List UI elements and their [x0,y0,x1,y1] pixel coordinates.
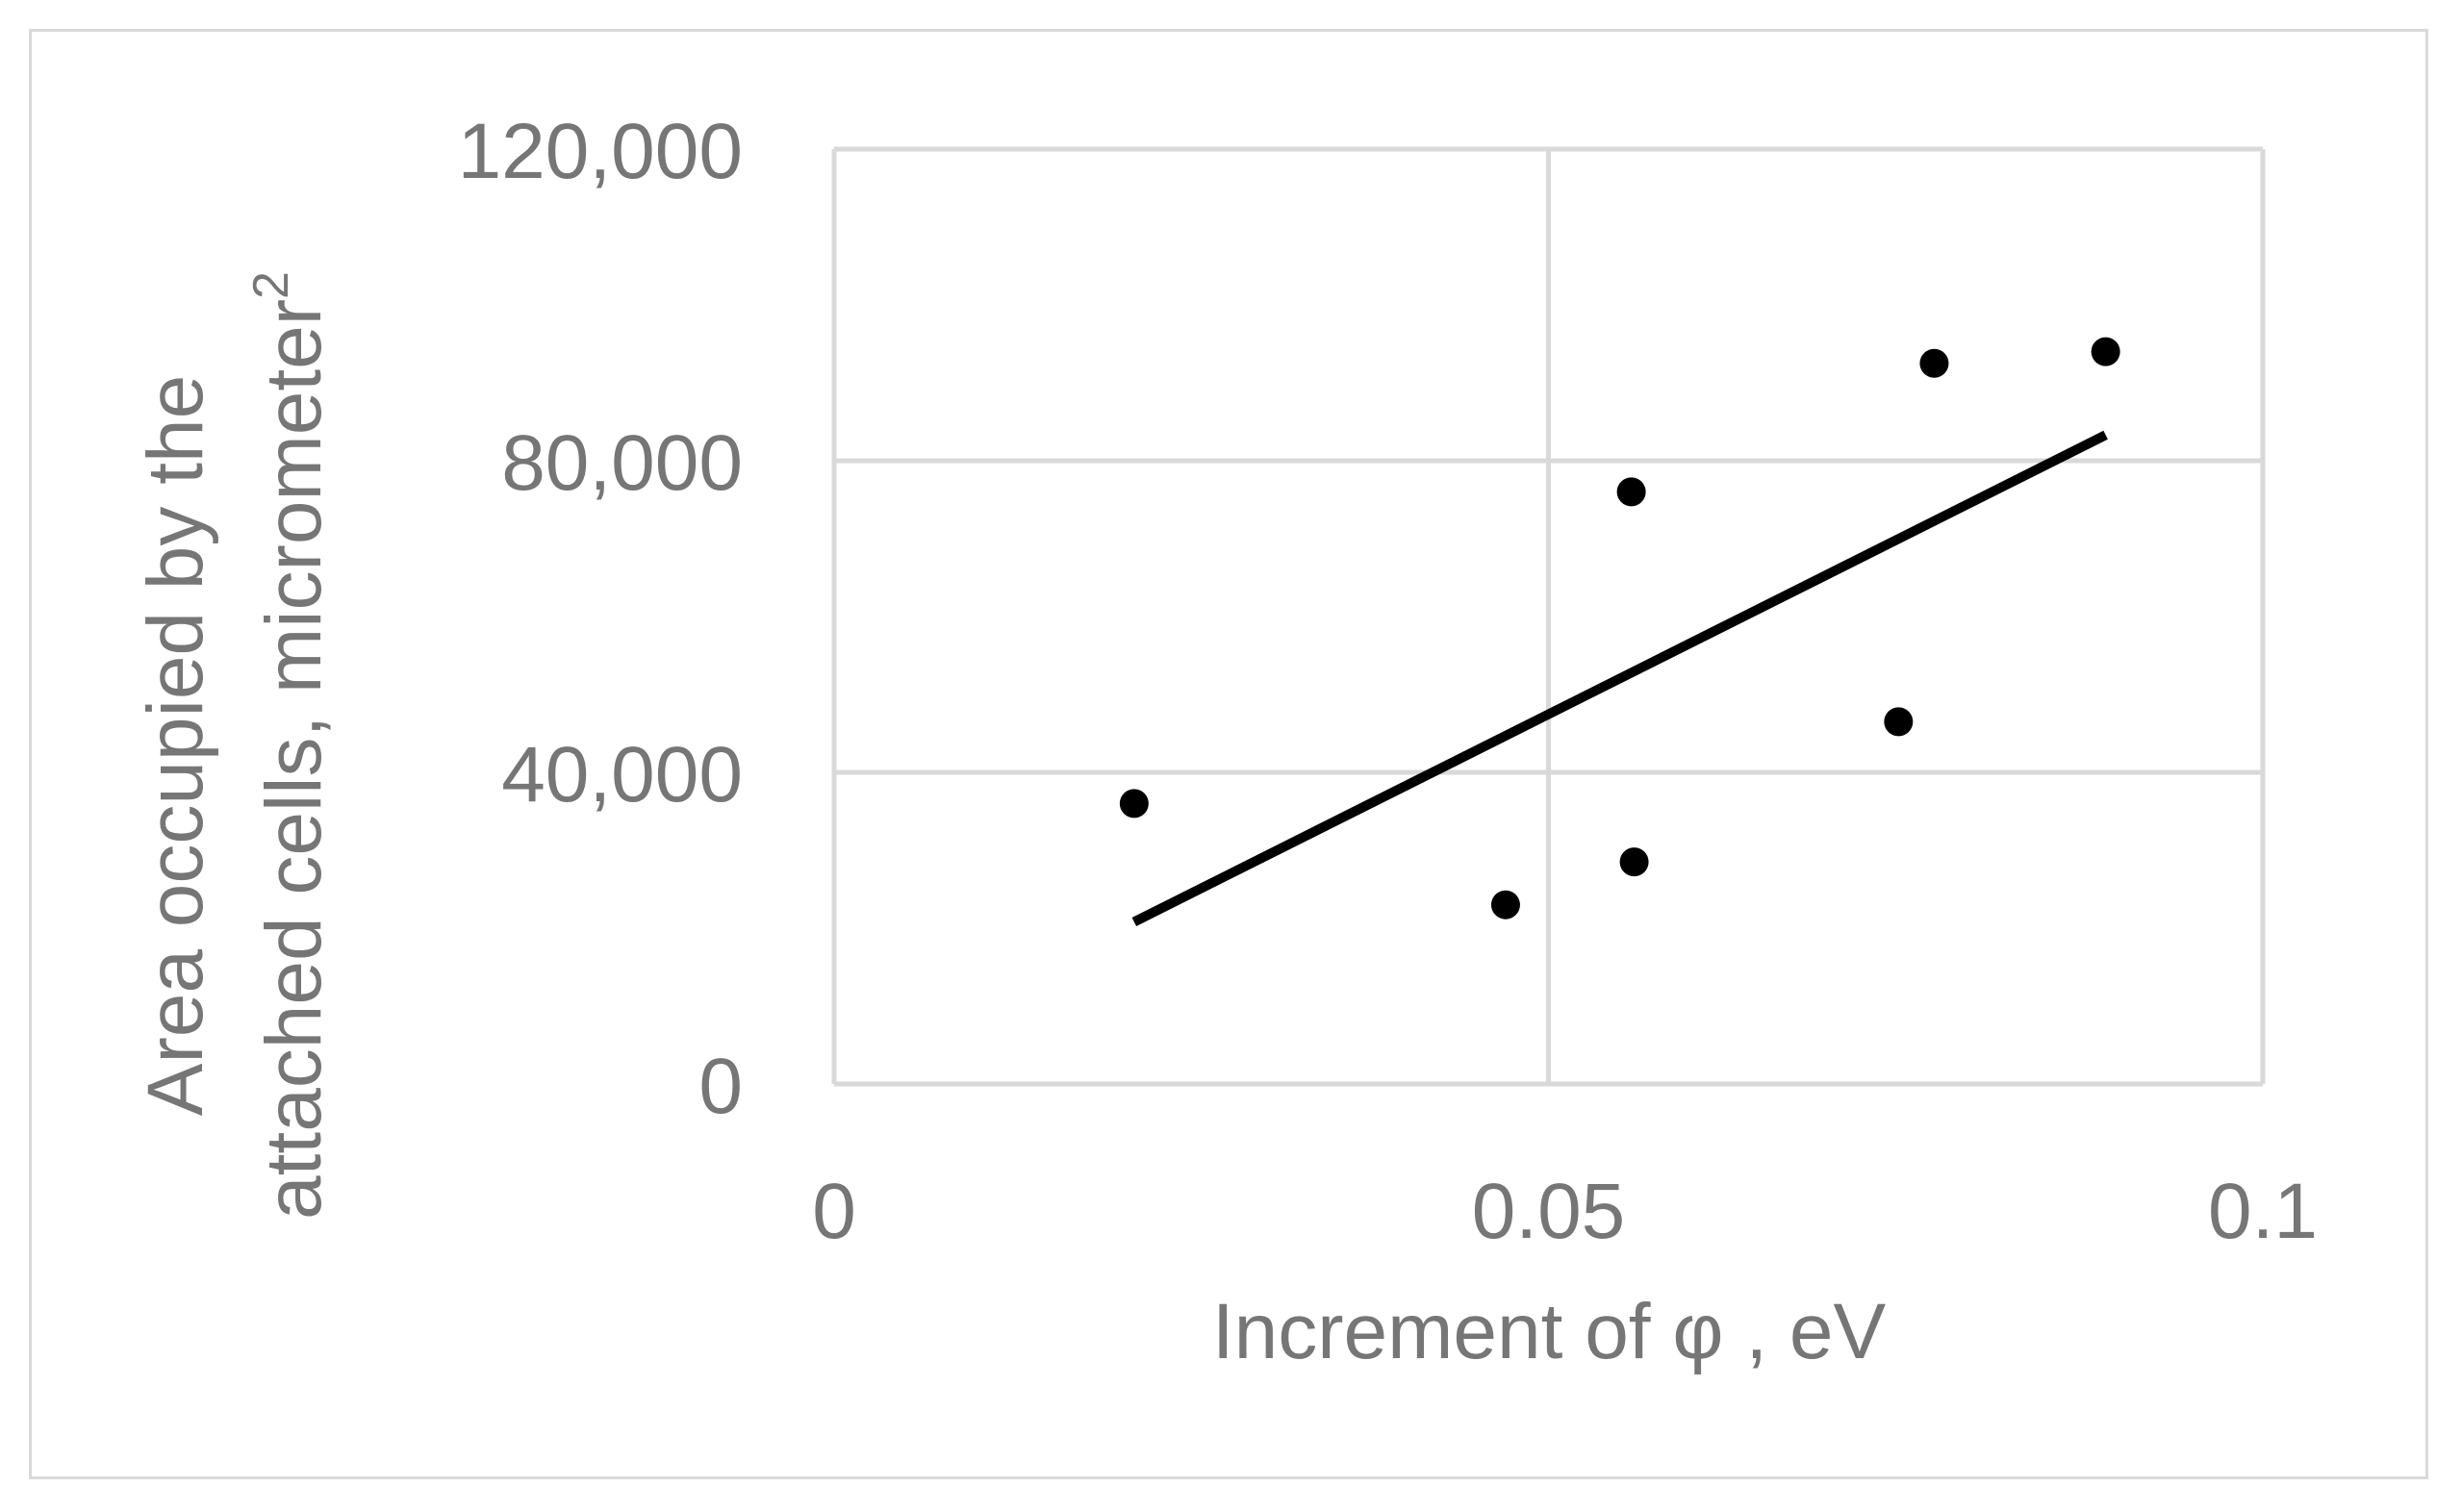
data-point-0 [1119,789,1149,819]
y-axis-title-line-2: attached cells, micrometer [250,299,338,1220]
x-tick-labels: 0 0.05 0.1 [812,1168,2318,1255]
data-point-2 [1616,477,1646,507]
chart-frame [29,29,2428,1479]
svg-text:attached cells, micrometer2: attached cells, micrometer2 [243,271,338,1220]
data-point-4 [1884,707,1914,737]
x-axis-title: Increment of φ , eV [1212,1288,1887,1375]
x-tick-label-0: 0 [812,1168,856,1255]
y-axis-title-line-1: Area occupied by the [132,375,219,1116]
y-axis-title: Area occupied by the attached cells, mic… [132,271,338,1220]
y-tick-label-0: 0 [698,1043,743,1130]
y-tick-label-1: 40,000 [501,731,743,819]
trendline [1131,430,2108,926]
data-point-5 [1919,348,1949,378]
y-tick-labels: 0 40,000 80,000 120,000 [458,108,743,1130]
data-point-3 [1619,847,1649,877]
grid-lines [831,146,2266,1087]
data-points [1119,337,2120,920]
y-tick-label-2: 80,000 [501,419,743,507]
y-axis-title-superscript: 2 [243,271,299,299]
data-point-6 [2091,337,2120,366]
x-tick-label-1: 0.05 [1472,1168,1626,1255]
x-tick-label-2: 0.1 [2208,1168,2318,1255]
trendline-group [1131,430,2108,926]
data-point-1 [1490,890,1520,920]
y-tick-label-3: 120,000 [458,108,743,195]
